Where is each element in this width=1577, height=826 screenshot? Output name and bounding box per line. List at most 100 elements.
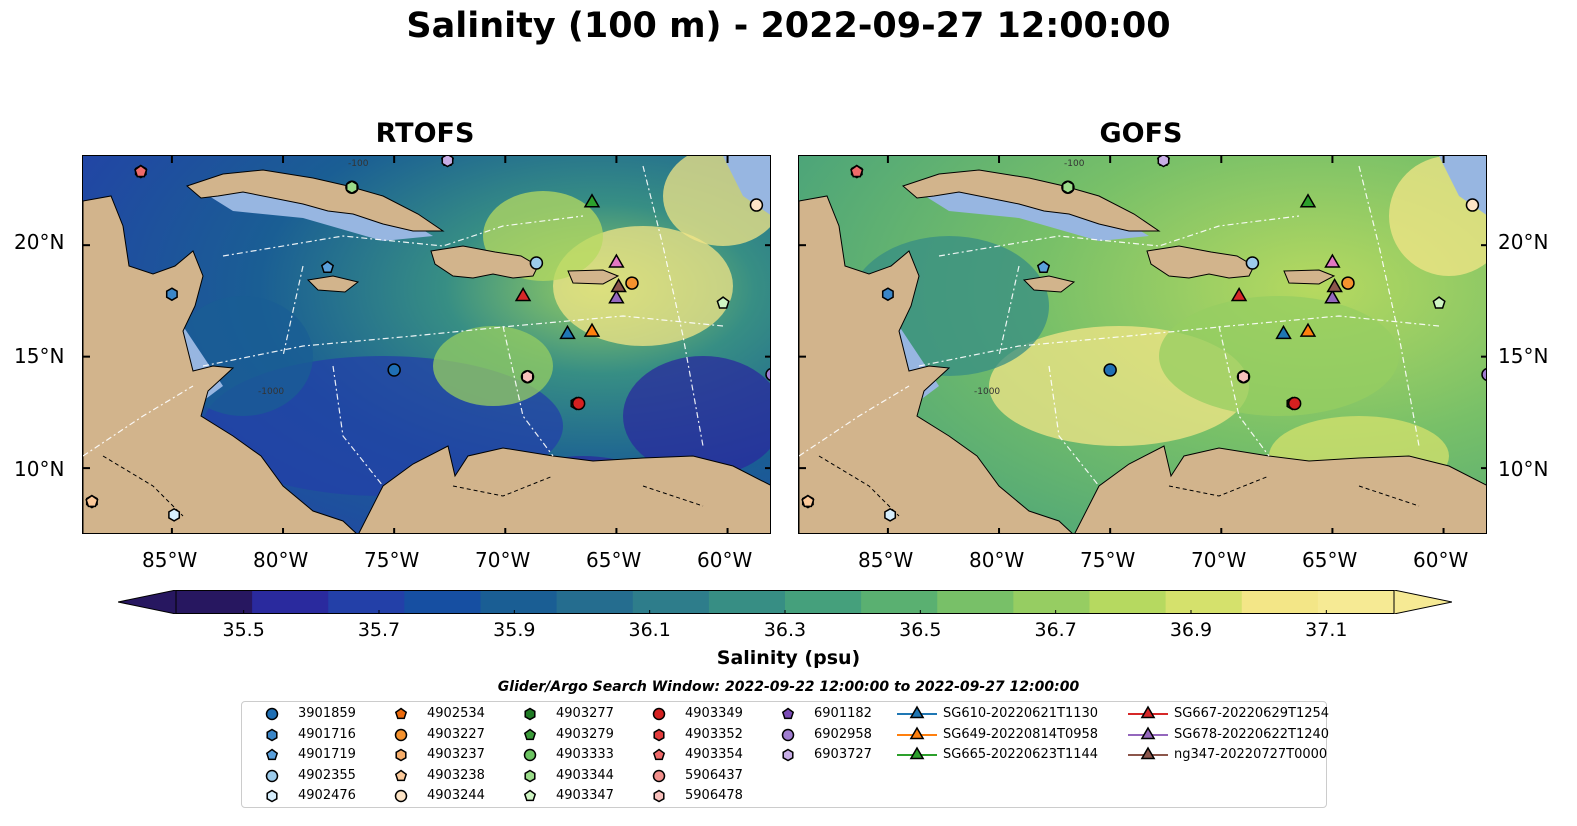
legend-marker-hexagon bbox=[395, 748, 407, 762]
legend-marker-pentagon bbox=[523, 728, 537, 740]
legend-item-label: SG665-20220623T1144 bbox=[943, 747, 1099, 762]
colorbar-tick-label: 35.5 bbox=[222, 619, 265, 641]
marker-SG665-20220623T1144-rtofs bbox=[583, 193, 601, 208]
marker-3901859-gofs bbox=[1103, 363, 1117, 377]
legend-item-label: SG649-20220814T0958 bbox=[943, 726, 1099, 742]
marker-4901716-rtofs bbox=[165, 287, 178, 302]
legend-item-label: 4903347 bbox=[556, 788, 614, 803]
colorbar-tick-label: 35.9 bbox=[493, 619, 536, 641]
colorbar-tick-label: 36.5 bbox=[899, 619, 942, 641]
legend-item-label: 4903344 bbox=[556, 767, 614, 783]
legend-marker-triangle bbox=[1140, 726, 1156, 739]
marker-SG649-20220814T0958-rtofs bbox=[583, 322, 601, 337]
marker-SG667-20220629T1254-gofs bbox=[1230, 287, 1248, 302]
marker-4902476-rtofs bbox=[168, 508, 181, 522]
legend-title: Glider/Argo Search Window: 2022-09-22 12… bbox=[497, 679, 1080, 695]
legend-item-label: 3901859 bbox=[298, 706, 356, 721]
lon-label-80w-rtofs: 80°W bbox=[253, 548, 309, 572]
svg-text:-1000: -1000 bbox=[258, 387, 284, 397]
marker-4903344-gofs bbox=[1061, 180, 1074, 195]
lon-label-80w-gofs: 80°W bbox=[969, 548, 1025, 572]
legend-item-label: 6902958 bbox=[814, 726, 872, 742]
legend-item-label: 4903279 bbox=[556, 726, 614, 742]
lon-label-75w-rtofs: 75°W bbox=[364, 548, 420, 572]
legend-marker-circle bbox=[652, 769, 666, 782]
marker-4903238-gofs bbox=[801, 494, 815, 508]
legend-marker-pentagon bbox=[394, 769, 408, 781]
legend-marker-hexagon bbox=[653, 728, 665, 741]
legend-item-label: 4902476 bbox=[298, 788, 356, 803]
marker-4903227-rtofs bbox=[625, 276, 639, 290]
marker-4902476-gofs bbox=[884, 508, 897, 522]
marker-6903727-rtofs bbox=[441, 156, 454, 168]
legend-item-label: 4903237 bbox=[427, 747, 485, 762]
svg-text:-1000: -1000 bbox=[974, 387, 1000, 397]
colorbar-tick-label: 36.1 bbox=[628, 619, 671, 641]
svg-text:-100: -100 bbox=[1064, 159, 1085, 169]
marker-SG610-20220621T1130-rtofs bbox=[559, 324, 576, 340]
legend-item-label: 4903349 bbox=[685, 706, 743, 721]
marker-4903354-gofs bbox=[850, 164, 864, 178]
legend-item-label: 5906437 bbox=[685, 767, 743, 783]
lat-label-10n-right: 10°N bbox=[1498, 457, 1549, 481]
legend-marker-pentagon bbox=[394, 707, 408, 720]
legend-item-label: SG667-20220629T1254 bbox=[1174, 706, 1330, 721]
lat-label-10n-left: 10°N bbox=[14, 457, 65, 481]
lon-label-70w-gofs: 70°W bbox=[1191, 548, 1247, 572]
marker-4901716-gofs bbox=[881, 287, 894, 302]
legend-item-label: ng347-20220727T0000 bbox=[1174, 747, 1328, 762]
marker-SG678-20220622T1240-gofs bbox=[1324, 289, 1341, 304]
legend-item-label: 4902355 bbox=[298, 767, 356, 783]
legend-marker-circle bbox=[652, 707, 666, 721]
marker-ng357-20220803T0000-rtofs bbox=[608, 253, 625, 268]
legend-marker-hexagon bbox=[524, 707, 536, 721]
legend-marker-triangle bbox=[909, 746, 925, 760]
marker-4903227-gofs bbox=[1341, 276, 1355, 290]
legend-item-label: 4903244 bbox=[427, 788, 485, 803]
marker-4903244-rtofs bbox=[749, 198, 764, 212]
marker-ng347-20220727T0000-rtofs bbox=[610, 278, 627, 293]
legend-item-label: 6903727 bbox=[814, 747, 872, 762]
legend-marker-hexagon bbox=[266, 789, 278, 803]
panel-title-rtofs: RTOFS bbox=[375, 118, 475, 149]
marker-5906478-gofs bbox=[1237, 369, 1250, 384]
legend-marker-hexagon bbox=[782, 748, 794, 762]
lon-label-60w-gofs: 60°W bbox=[1413, 548, 1469, 572]
lon-label-85w-rtofs: 85°W bbox=[142, 548, 198, 572]
legend-marker-circle bbox=[781, 728, 795, 741]
lon-label-70w-rtofs: 70°W bbox=[475, 548, 531, 572]
marker-4901719-gofs bbox=[1036, 260, 1051, 274]
marker-6902958-gofs bbox=[1481, 368, 1486, 381]
legend-marker-hexagon bbox=[266, 728, 278, 741]
marker-4903244-gofs bbox=[1465, 198, 1480, 212]
marker-4902355-rtofs bbox=[529, 256, 544, 270]
legend-marker-pentagon bbox=[781, 707, 795, 720]
legend-item-label: 4903238 bbox=[427, 767, 485, 783]
lat-label-20n-right: 20°N bbox=[1498, 230, 1549, 254]
legend-marker-circle bbox=[394, 789, 408, 803]
marker-4903347-rtofs bbox=[716, 296, 730, 309]
colorbar-label: Salinity (psu) bbox=[716, 647, 861, 669]
legend-item-label: 4901719 bbox=[298, 747, 356, 762]
lon-label-85w-gofs: 85°W bbox=[858, 548, 914, 572]
map-panel-rtofs: -100 -1000 bbox=[82, 155, 771, 534]
legend: 3901859 4901716 4901719 4902355 4902476 49025… bbox=[241, 701, 1330, 808]
lon-label-65w-rtofs: 65°W bbox=[586, 548, 642, 572]
marker-SG667-20220629T1254-rtofs bbox=[514, 287, 532, 302]
legend-marker-circle bbox=[265, 769, 279, 782]
colorbar-tick-label: 36.3 bbox=[763, 619, 807, 641]
marker-3901859-rtofs bbox=[387, 363, 401, 377]
lat-label-20n-left: 20°N bbox=[14, 230, 65, 254]
legend-item-label: 4903227 bbox=[427, 726, 485, 742]
legend-marker-triangle bbox=[1140, 705, 1156, 719]
legend-marker-triangle bbox=[909, 726, 925, 739]
colorbar-tick-label: 36.7 bbox=[1034, 619, 1077, 641]
legend-marker-circle bbox=[265, 707, 279, 721]
marker-SG649-20220814T0958-gofs bbox=[1299, 322, 1317, 337]
legend-marker-hexagon bbox=[524, 769, 536, 782]
legend-marker-triangle bbox=[909, 705, 925, 719]
legend-marker-hexagon bbox=[653, 789, 665, 803]
marker-4903349-rtofs bbox=[571, 396, 586, 411]
legend-item-label: 4903352 bbox=[685, 726, 743, 742]
legend-item-label: SG610-20220621T1130 bbox=[943, 706, 1099, 721]
